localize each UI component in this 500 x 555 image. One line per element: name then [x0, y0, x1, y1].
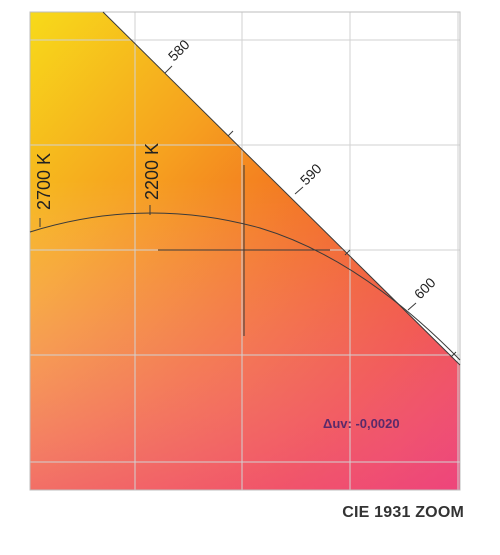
- chart-caption: CIE 1931 ZOOM: [342, 504, 464, 521]
- planckian-locus-curve: [29, 212, 461, 361]
- cct-label-2700: 2700 K: [34, 153, 54, 210]
- delta-uv-readout: Δuv: -0,0020: [323, 416, 400, 431]
- wavelength-tick-minor: [450, 351, 457, 358]
- wavelength-label-600: 600: [411, 274, 439, 302]
- wavelength-tick-580: [164, 65, 173, 74]
- chromaticity-fill: [30, 12, 460, 490]
- plot-border: [29, 11, 461, 491]
- wavelength-tick-minor: [227, 130, 234, 137]
- wavelength-tick-590: [294, 186, 304, 195]
- cct-label-2200: 2200 K: [142, 143, 162, 200]
- wavelength-label-590: 590: [297, 160, 325, 188]
- pink-tint-overlay: [30, 12, 460, 490]
- wavelength-tick-600: [407, 302, 417, 311]
- wavelength-tick-minor: [344, 249, 351, 256]
